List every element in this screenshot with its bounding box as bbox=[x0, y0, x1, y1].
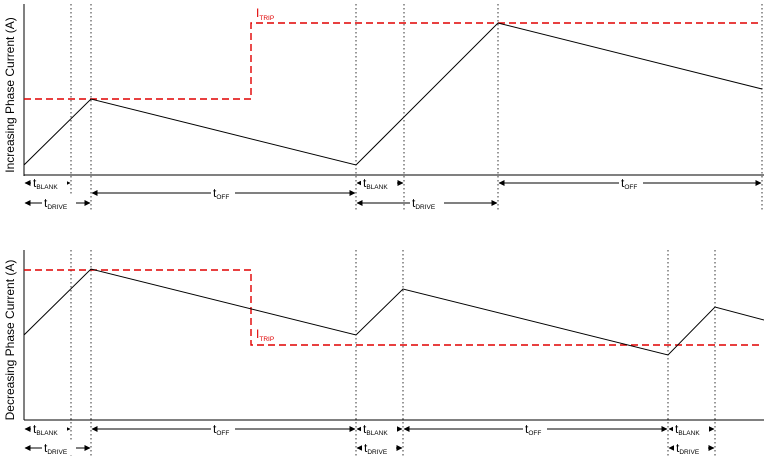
decreasing-t-drive-label-2: tDRIVE bbox=[364, 441, 388, 456]
increasing-t-blank-label-1: tBLANK bbox=[33, 176, 58, 191]
decreasing-t-blank-label-2: tBLANK bbox=[363, 422, 388, 437]
increasing-t-blank-label-2: tBLANK bbox=[363, 176, 388, 191]
decreasing-t-drive-label-1: tDRIVE bbox=[44, 441, 68, 456]
increasing-t-drive-label-2: tDRIVE bbox=[412, 196, 436, 211]
decreasing-phase-current-waveform bbox=[23, 268, 764, 356]
increasing-t-off-label-2: tOFF bbox=[621, 176, 637, 191]
increasing-phase-current-waveform bbox=[23, 22, 763, 166]
increasing-t-drive-label-1: tDRIVE bbox=[44, 196, 68, 211]
increasing-trip-threshold bbox=[24, 22, 762, 100]
decreasing-y-axis-label: Decreasing Phase Current (A) bbox=[3, 260, 17, 421]
decreasing-trip-label: ITRIP bbox=[256, 327, 274, 343]
increasing-t-off-label-1: tOFF bbox=[213, 186, 229, 201]
increasing-trip-label: ITRIP bbox=[256, 6, 274, 22]
decreasing-t-drive-label-3: tDRIVE bbox=[676, 441, 700, 456]
decreasing-t-blank-label-1: tBLANK bbox=[33, 422, 58, 437]
decreasing-trip-threshold bbox=[24, 269, 762, 346]
decreasing-t-blank-label-3: tBLANK bbox=[675, 422, 700, 437]
decreasing-panel: Decreasing Phase Current (A) ITRIP tBLAN… bbox=[3, 250, 764, 458]
decreasing-t-off-label-2: tOFF bbox=[525, 422, 541, 437]
increasing-y-axis-label: Increasing Phase Current (A) bbox=[3, 17, 17, 172]
decreasing-t-off-label-1: tOFF bbox=[213, 422, 229, 437]
increasing-panel: Increasing Phase Current (A) ITRIP tBLAN… bbox=[3, 4, 764, 212]
